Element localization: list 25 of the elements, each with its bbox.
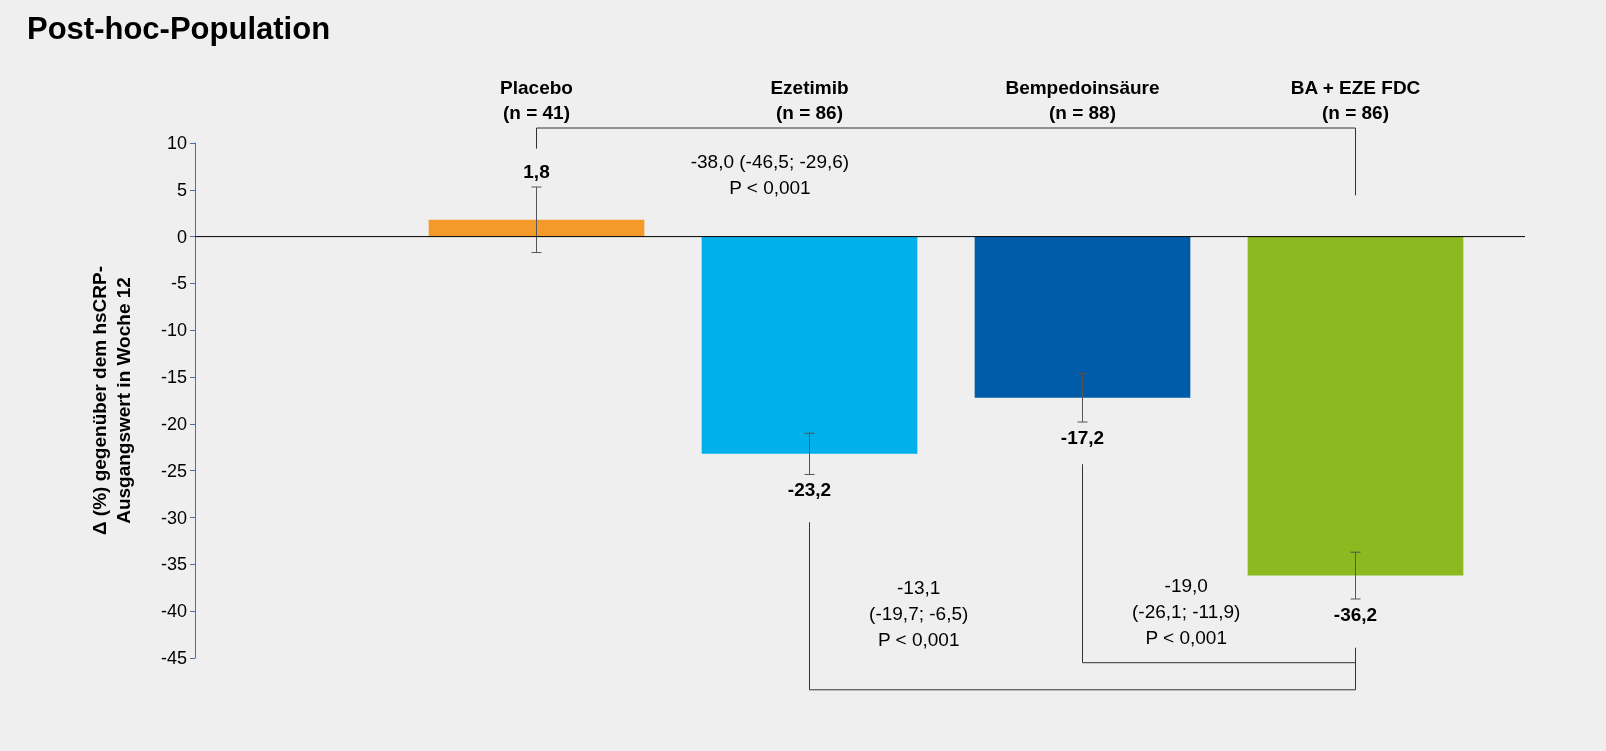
x-tick-label: Bempedoinsäure (n = 88) [1005,77,1160,123]
y-axis-title: Δ (%) gegenüber dem hsCRP- Ausgangswert in Woche 12 [88,265,134,536]
annotation: -19,0 (-26,1; -11,9) P < 0,001 [1132,574,1241,648]
data-label: -17,2 [1060,427,1105,449]
y-tick-label: -10 [160,320,187,341]
annotation: -13,1 (-19,7; -6,5) P < 0,001 [869,576,969,650]
y-tick-label: -40 [160,601,187,622]
y-tick-label: 5 [176,179,187,200]
y-tick-label: 0 [176,226,187,247]
data-label: 1,8 [523,161,550,183]
data-label: -36,2 [1333,604,1378,626]
y-tick-label: -30 [160,507,187,528]
y-tick-label: -25 [160,460,187,481]
y-tick-label: -15 [160,367,187,388]
x-tick-label: BA + EZE FDC (n = 86) [1290,77,1421,123]
x-tick-label: Placebo (n = 41) [500,77,573,123]
y-tick-label: -20 [160,413,187,434]
y-tick-label: -35 [160,554,187,575]
data-label: -23,2 [787,479,832,501]
x-tick-label: Ezetimib (n = 86) [770,77,849,123]
y-tick-label: -45 [160,648,187,668]
y-tick-label: -5 [170,273,187,294]
annotation: -38,0 (-46,5; -29,6) P < 0,001 [690,151,850,199]
y-tick-label: 10 [166,133,187,153]
chart-title: Post-hoc-Population [27,11,331,46]
